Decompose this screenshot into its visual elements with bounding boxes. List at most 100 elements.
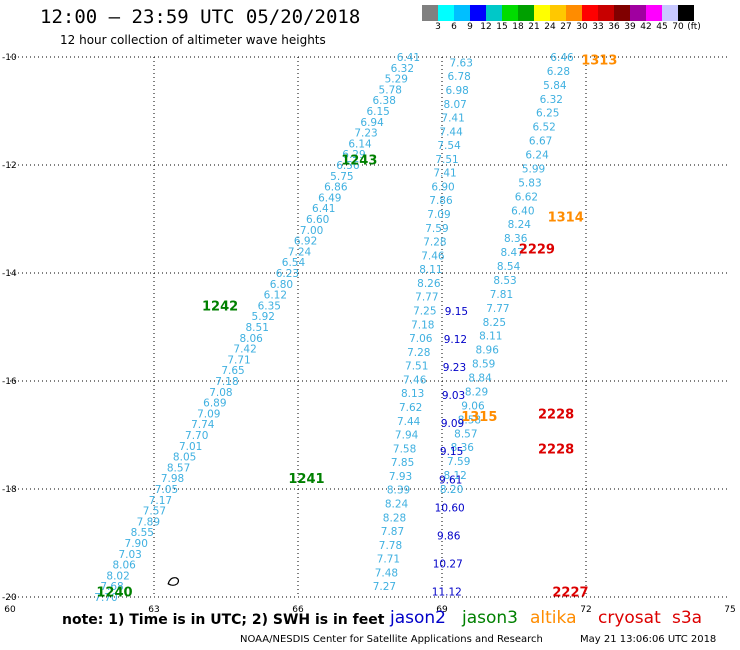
wave-height-value: 8.24	[508, 219, 532, 231]
wave-height-value: 6.28	[547, 66, 570, 78]
legend-item-s3a: s3a	[672, 608, 703, 628]
colorbar-label: 12	[480, 22, 492, 32]
wave-height-value: 8.96	[476, 345, 500, 357]
wave-height-value: 7.09	[427, 209, 450, 221]
wave-height-value: 6.89	[203, 398, 226, 410]
wave-height-value: 10.60	[435, 502, 465, 514]
colorbar-swatch	[486, 5, 502, 21]
wave-height-value: 6.24	[525, 150, 549, 162]
wave-height-colorbar	[422, 5, 694, 21]
credit-line: NOAA/NESDIS Center for Satellite Applica…	[240, 634, 543, 645]
wave-height-value: 7.27	[373, 581, 396, 593]
units-note: note: 1) Time is in UTC; 2) SWH is in fe…	[62, 612, 385, 628]
wave-height-value: 7.78	[379, 540, 402, 552]
wave-height-value: 6.35	[258, 300, 281, 312]
wave-height-value: 7.98	[161, 473, 184, 485]
wave-height-value: 7.77	[486, 303, 509, 315]
latitude-tick-label: -20	[2, 593, 17, 603]
wave-height-value: 6.90	[431, 181, 454, 193]
colorbar-label: 9	[467, 22, 473, 32]
wave-height-value: 8.58	[458, 414, 481, 426]
wave-height-value: 8.12	[443, 470, 466, 482]
colorbar-label: 3	[435, 22, 441, 32]
longitude-tick-label: 72	[580, 605, 591, 615]
pass-number-label: 1314	[548, 210, 584, 225]
wave-height-value: 7.23	[354, 128, 377, 140]
colorbar-swatch	[518, 5, 534, 21]
wave-height-value: 8.57	[167, 462, 190, 474]
colorbar-label: 45	[656, 22, 668, 32]
wave-height-value: 7.70	[185, 430, 208, 442]
wave-height-value: 5.75	[330, 171, 353, 183]
wave-height-value: 6.25	[536, 108, 559, 120]
wave-height-value: 8.54	[497, 261, 521, 273]
wave-height-value: 6.49	[318, 192, 341, 204]
wave-height-value: 7.18	[215, 376, 238, 388]
wave-height-value: 8.28	[383, 512, 406, 524]
wave-height-value: 7.05	[155, 484, 178, 496]
latitude-tick-label: -18	[2, 485, 17, 495]
wave-height-value: 6.62	[515, 191, 538, 203]
wave-height-value: 8.13	[401, 388, 424, 400]
wave-height-value: 6.86	[324, 182, 348, 194]
wave-height-value: 7.70	[94, 592, 117, 604]
wave-height-value: 8.59	[472, 359, 495, 371]
wave-height-value: 7.25	[413, 306, 436, 318]
wave-height-value: 7.08	[209, 387, 232, 399]
wave-height-value: 8.02	[106, 570, 129, 582]
colorbar-label: (ft)	[687, 22, 701, 32]
pass-number-label: 1241	[288, 472, 324, 487]
wave-height-value: 8.57	[454, 428, 477, 440]
wave-height-value: 7.77	[415, 292, 438, 304]
colorbar-swatch	[422, 5, 438, 21]
wave-height-value: 7.51	[435, 154, 458, 166]
wave-height-value: 5.78	[379, 84, 402, 96]
wave-height-value: 7.89	[137, 516, 160, 528]
wave-height-value: 7.74	[191, 419, 215, 431]
wave-height-value: 8.11	[479, 331, 502, 343]
wave-height-value: 7.28	[423, 237, 446, 249]
colorbar-label: 27	[560, 22, 572, 32]
colorbar-swatch	[614, 5, 630, 21]
wave-height-value: 6.52	[532, 122, 555, 134]
colorbar-swatch	[598, 5, 614, 21]
wave-height-value: 6.32	[540, 94, 563, 106]
wave-height-value: 7.46	[421, 250, 445, 262]
pass-number-label: 1243	[341, 154, 377, 169]
colorbar-label: 39	[624, 22, 636, 32]
colorbar-swatch	[582, 5, 598, 21]
wave-height-value: 7.62	[399, 402, 422, 414]
colorbar-swatch	[502, 5, 518, 21]
wave-height-value: 10.27	[433, 559, 463, 571]
wave-height-value: 6.78	[447, 71, 470, 83]
colorbar-swatch	[550, 5, 566, 21]
pass-number-label: 1315	[461, 410, 497, 425]
wave-height-value: 6.92	[294, 236, 317, 248]
legend-item-altika: altika	[530, 608, 577, 628]
longitude-tick-label: 60	[4, 605, 16, 615]
colorbar-label: 36	[608, 22, 620, 32]
wave-height-value: 6.41	[397, 52, 420, 64]
wave-height-value: 6.14	[348, 138, 372, 150]
longitude-tick-label: 69	[436, 605, 448, 615]
wave-height-value: 6.12	[264, 290, 287, 302]
longitude-tick-label: 63	[148, 605, 159, 615]
wave-height-value: 6.60	[306, 214, 329, 226]
wave-height-value: 7.57	[143, 506, 166, 518]
colorbar-swatch	[646, 5, 662, 21]
longitude-tick-label: 75	[724, 605, 735, 615]
colorbar-label: 42	[640, 22, 652, 32]
wave-height-value: 6.23	[276, 268, 299, 280]
wave-height-value: 7.44	[439, 126, 463, 138]
wave-height-value: 7.71	[227, 354, 250, 366]
colorbar-label: 33	[592, 22, 604, 32]
wave-height-value: 8.47	[500, 247, 523, 259]
wave-height-value: 7.03	[118, 549, 141, 561]
wave-height-value: 11.12	[432, 587, 462, 599]
wave-height-value: 7.17	[149, 495, 172, 507]
wave-height-value: 7.24	[288, 246, 312, 258]
wave-height-value: 6.80	[270, 279, 293, 291]
wave-height-value: 7.87	[381, 526, 404, 538]
